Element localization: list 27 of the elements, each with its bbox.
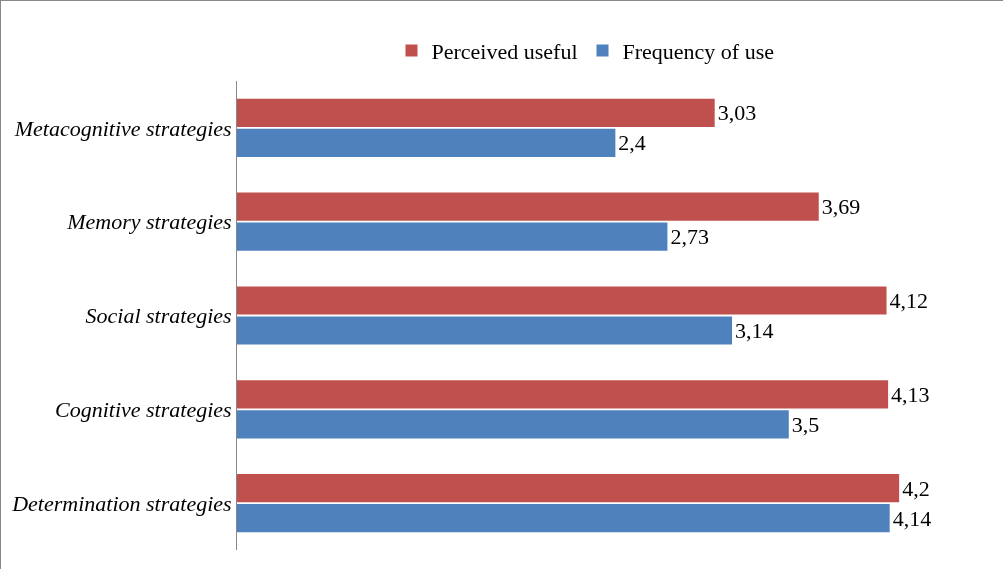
- bar: [237, 286, 887, 315]
- data-label: 3,03: [717, 100, 757, 126]
- data-label: 2,4: [618, 130, 646, 156]
- bar: [237, 316, 733, 345]
- y-tick-label: Memory strategies: [66, 209, 232, 235]
- bar: [237, 222, 668, 251]
- legend-label: Perceived useful: [431, 39, 578, 64]
- bar: [237, 380, 889, 409]
- data-label: 4,13: [891, 381, 930, 407]
- bar: [237, 410, 789, 439]
- data-label: 2,73: [670, 224, 709, 250]
- data-label: 4,14: [892, 505, 932, 531]
- data-label: 4,2: [902, 475, 930, 501]
- data-label: 3,69: [821, 194, 861, 220]
- data-label: 3,14: [735, 318, 774, 344]
- y-tick-label: Cognitive strategies: [55, 397, 232, 422]
- bar: [237, 128, 616, 158]
- bar: [237, 504, 890, 533]
- data-label: 3,5: [791, 411, 820, 437]
- y-tick-label: Social strategies: [85, 303, 232, 329]
- y-tick-label: Metacognitive strategies: [13, 115, 232, 141]
- bar: [237, 473, 900, 503]
- bar: [237, 192, 819, 221]
- y-tick-label: Determination strategies: [11, 490, 232, 516]
- bar: [237, 98, 715, 127]
- data-label: 4,12: [889, 287, 929, 313]
- legend-label: Frequency of use: [622, 39, 775, 64]
